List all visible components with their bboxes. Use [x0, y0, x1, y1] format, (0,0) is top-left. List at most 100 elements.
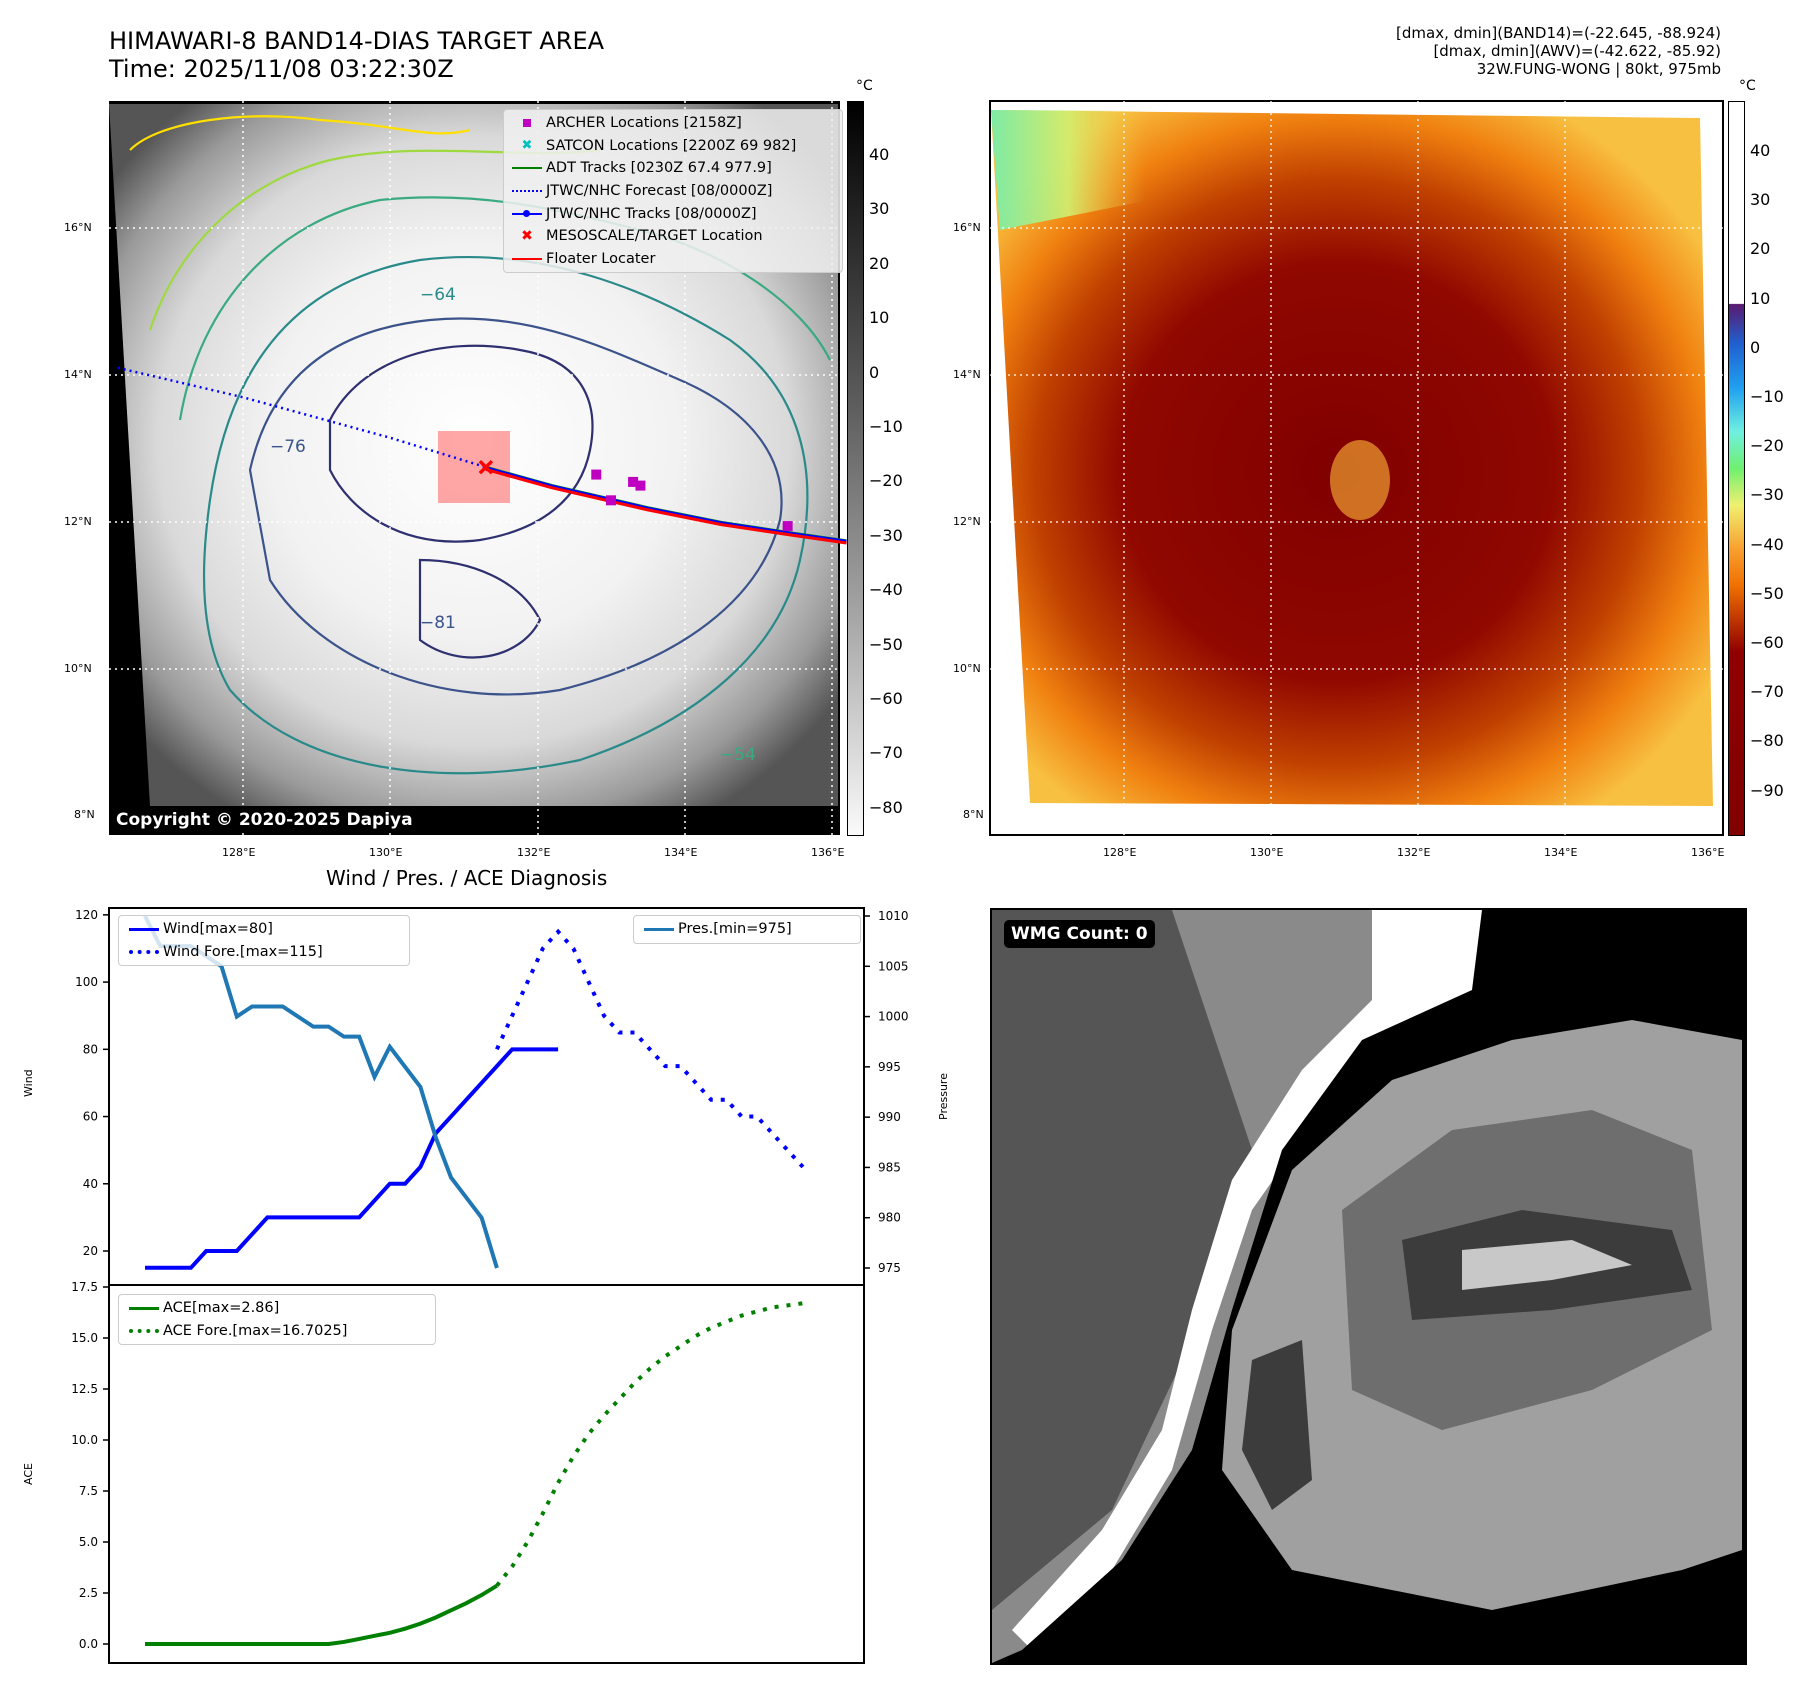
colorbar-tick: −30 [1750, 485, 1784, 505]
storm-tracks [117, 366, 847, 545]
legend-item-floater: Floater Locater [508, 248, 838, 271]
axis-tick-label: 60 [83, 1110, 98, 1124]
red-x-icon: ✖ [521, 228, 533, 245]
ace-legend: ACE[max=2.86] ACE Fore.[max=16.7025] [118, 1294, 436, 1346]
diagnosis-title: Wind / Pres. / ACE Diagnosis [326, 866, 608, 890]
colorbar-tick: −80 [869, 797, 903, 817]
colorbar-unit: °C [1739, 78, 1756, 94]
lat-tick: 14°N [64, 368, 92, 381]
colorbar-tick: −80 [1750, 731, 1784, 751]
lat-tick: 10°N [953, 662, 981, 675]
mesoscale-target-box [438, 431, 510, 503]
awv-stats-line: [dmax, dmin](AWV)=(-42.622, -85.92) [1433, 42, 1721, 60]
lat-tick: 16°N [953, 221, 981, 234]
copyright-notice: Copyright © 2020-2025 Dapiya [110, 809, 419, 831]
wmg-panel: WMG Count: 0 [990, 908, 1747, 1665]
axis-tick-label: 1000 [878, 1010, 909, 1024]
axis-tick-label: 40 [83, 1177, 98, 1191]
lon-tick: 134°E [664, 846, 698, 859]
blue-line-icon [129, 927, 159, 931]
legend-item-archer: ARCHER Locations [2158Z] [508, 112, 838, 135]
colorbar-tick: 30 [869, 199, 890, 219]
colorbar-tick: 0 [1750, 337, 1761, 357]
axis-tick-label: 985 [878, 1160, 901, 1174]
legend-item-jtwc-tracks: JTWC/NHC Tracks [08/0000Z] [508, 202, 838, 225]
axis-tick-label: 10.0 [71, 1433, 98, 1447]
colorbar-tick: 20 [869, 253, 890, 273]
colorbar-tick: 10 [1750, 288, 1771, 308]
jtwc-forecast-track [117, 366, 487, 469]
lon-tick: 128°E [1103, 846, 1137, 859]
lon-tick: 130°E [1250, 846, 1284, 859]
contour-label: −76 [270, 437, 306, 457]
blue-dotted-line-icon [512, 190, 542, 193]
archer-marker [591, 469, 602, 480]
colorbar-tick: −60 [1750, 633, 1784, 652]
colorbar-tick: −70 [1750, 682, 1784, 702]
green-line-icon [512, 167, 542, 170]
map-title: HIMAWARI-8 BAND14-DIAS TARGET AREA Time:… [109, 27, 604, 83]
lat-tick: 12°N [64, 515, 92, 528]
diagnosis-chart: 120 100 80 60 40 20 1010 1005 1000 995 990 985 980 97… [71, 907, 909, 1664]
axis-tick-label: 0.0 [79, 1637, 98, 1651]
axis-tick-label: 990 [878, 1110, 901, 1124]
legend-item-wind-forecast: Wind Fore.[max=115] [125, 941, 403, 964]
lon-tick: 132°E [1397, 846, 1431, 859]
axis-tick-label: 7.5 [79, 1484, 98, 1498]
legend-item-wind: Wind[max=80] [125, 918, 403, 941]
map-gridlines [109, 101, 840, 835]
colorbar-tick: 0 [869, 362, 880, 382]
pressure-axis-label: Pressure [937, 1073, 950, 1120]
colorbar-tick: −20 [869, 471, 903, 491]
contour-54 [178, 196, 831, 421]
jtwc-track [485, 466, 847, 542]
lon-tick: 136°E [811, 846, 845, 859]
awv-map [989, 100, 1724, 836]
axis-tick-label: 120 [75, 908, 98, 922]
colorbar-tick: 30 [1750, 190, 1771, 210]
axis-tick-label: 15.0 [71, 1331, 98, 1345]
contour-81b [418, 558, 542, 659]
lon-tick: 136°E [1691, 846, 1725, 859]
axis-tick-label: 20 [83, 1244, 98, 1258]
colorbar-unit: °C [856, 78, 873, 94]
archer-marker [782, 521, 793, 532]
ace-axes [108, 1284, 865, 1664]
lat-tick: 12°N [953, 515, 981, 528]
contour-label: −81 [420, 613, 456, 633]
colorbar-tick: −40 [869, 580, 903, 600]
lat-tick: 10°N [64, 662, 92, 675]
axis-tick-label: 12.5 [71, 1382, 98, 1396]
axis-tick-label: 5.0 [79, 1535, 98, 1549]
colorbar-tick: −60 [869, 689, 903, 708]
colorbar-tick: −90 [1750, 780, 1784, 800]
lat-tick: 16°N [64, 221, 92, 234]
lat-tick: 8°N [963, 808, 984, 821]
lat-tick: 8°N [74, 808, 95, 821]
archer-marker [635, 480, 646, 491]
cyan-x-icon: ✖ [521, 138, 533, 154]
grayscale-colorbar [847, 101, 864, 836]
contour-label: −64 [420, 285, 456, 305]
band14-stats: [dmax, dmin](BAND14)=(-22.645, -88.924) [1396, 24, 1721, 42]
legend-item-pressure: Pres.[min=975] [640, 918, 854, 941]
axis-tick-label: 975 [878, 1261, 901, 1275]
contour-labels: −76 −81 −64 −54 [270, 285, 756, 765]
ace-series-line [145, 1583, 498, 1646]
axis-tick-label: 980 [878, 1211, 901, 1225]
axis-tick-label: 1010 [878, 909, 909, 923]
lon-tick: 134°E [1544, 846, 1578, 859]
wind-series-line [145, 1047, 559, 1270]
awv-stats: [dmax, dmin](BAND14)=(-22.645, -88.924) … [1396, 24, 1721, 78]
colorbar-tick: 10 [869, 308, 890, 328]
map-time-line: Time: 2025/11/08 03:22:30Z [109, 55, 454, 83]
colorbar-tick: 40 [869, 145, 890, 164]
colorbar-tick: −20 [1750, 436, 1784, 456]
green-line-icon [129, 1306, 159, 1310]
map-legend: ARCHER Locations [2158Z] ✖ SATCON Locati… [503, 109, 843, 274]
blue-dotted-icon [129, 949, 159, 954]
colorbar-tick: −50 [1750, 583, 1784, 603]
ace-forecast-series-line [495, 1301, 804, 1587]
red-line-icon [512, 257, 542, 260]
green-dotted-icon [129, 1328, 159, 1333]
